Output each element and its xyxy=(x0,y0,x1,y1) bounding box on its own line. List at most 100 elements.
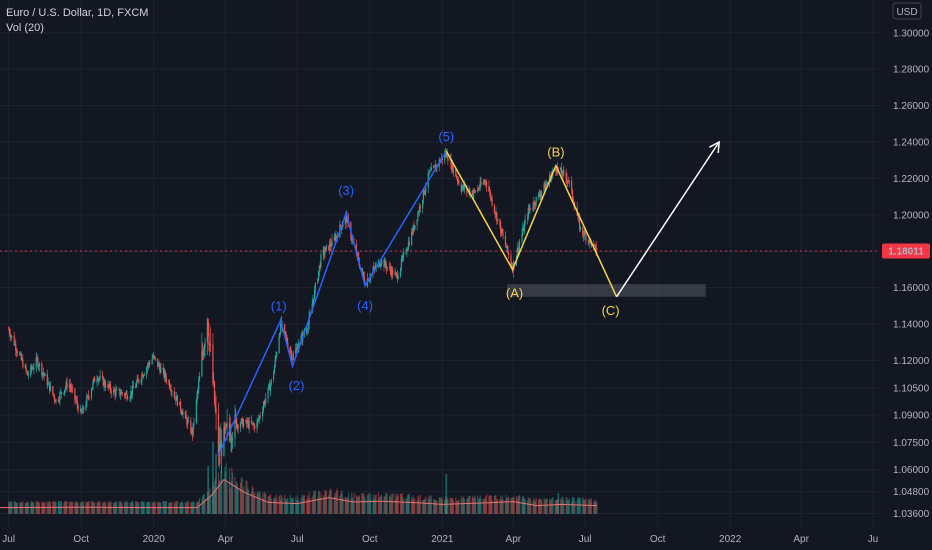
candle-body xyxy=(384,260,386,267)
volume-bar xyxy=(555,500,557,514)
volume-bar xyxy=(273,498,275,514)
volume-bar xyxy=(471,495,473,514)
volume-bar xyxy=(593,501,595,514)
symbol-title[interactable]: Euro / U.S. Dollar, 1D, FXCM xyxy=(6,7,149,19)
candle-body xyxy=(42,372,44,375)
volume-bar xyxy=(507,497,509,514)
candle-body xyxy=(389,266,391,271)
candle-body xyxy=(239,423,242,429)
candle-body xyxy=(41,372,44,375)
candle-body xyxy=(538,193,540,196)
price-tick-label: 1.26000 xyxy=(893,101,930,112)
candle-body xyxy=(187,420,189,425)
volume-bar xyxy=(441,498,443,514)
volume-bar xyxy=(535,498,537,514)
candle-body xyxy=(587,240,589,241)
candle-body xyxy=(55,399,57,403)
volume-bar xyxy=(472,497,474,514)
candle-body xyxy=(48,382,50,384)
candle-body xyxy=(506,245,508,249)
candle-body xyxy=(153,355,155,357)
volume-bar xyxy=(584,500,586,514)
candle-body xyxy=(534,201,536,205)
candle-body xyxy=(212,344,214,384)
price-axis[interactable]: 1.30000 1.28000 1.26000 1.24000 1.22000 1.200… xyxy=(880,0,932,550)
candle-body xyxy=(68,384,70,388)
candle-body xyxy=(201,350,203,376)
candle-body xyxy=(14,344,16,346)
volume-bar xyxy=(554,499,556,514)
candle-body xyxy=(322,249,324,255)
volume-bar xyxy=(485,496,487,514)
candle-body xyxy=(325,247,327,252)
volume-bar xyxy=(281,497,283,514)
candle-body xyxy=(505,245,507,249)
candle-body xyxy=(19,353,21,355)
volume-bar xyxy=(568,498,570,514)
volume-bar xyxy=(314,490,317,514)
candle-body xyxy=(472,193,474,196)
volume-bar xyxy=(229,488,231,514)
volume-bar xyxy=(220,471,222,514)
candle-body xyxy=(474,190,477,193)
volume-bar xyxy=(478,499,480,514)
candle-body xyxy=(258,418,260,420)
volume-bar xyxy=(479,495,481,514)
candle-body xyxy=(248,420,250,428)
volume-bar xyxy=(419,494,421,514)
volume-bar xyxy=(102,502,104,514)
candle-body xyxy=(33,367,35,369)
candle-body xyxy=(203,346,205,356)
candle-body xyxy=(170,389,172,392)
volume-bar xyxy=(148,502,150,514)
candle-body xyxy=(474,190,476,192)
volume-bar xyxy=(467,496,469,514)
volume-bar xyxy=(408,493,410,514)
volume-bar xyxy=(336,488,338,514)
volume-bar xyxy=(462,497,464,514)
candle-body xyxy=(153,355,156,358)
candle-body xyxy=(157,358,159,367)
candle-body xyxy=(274,358,276,367)
time-axis[interactable]: Jul Oct 2020 Apr Jul Oct 2021 Apr Jul Oct 2022 Apr J… xyxy=(2,534,878,545)
candle-body xyxy=(135,386,137,389)
volume-bar xyxy=(388,495,391,514)
time-tick-label: Jul xyxy=(579,534,592,545)
candle-body xyxy=(15,350,18,352)
candle-body xyxy=(458,180,460,185)
volume-bar xyxy=(254,491,256,514)
candle-body xyxy=(127,398,129,400)
volume-bar xyxy=(323,496,325,514)
candle-body xyxy=(241,418,243,420)
volume-bar xyxy=(523,498,525,514)
volume-bar xyxy=(203,494,205,514)
volume-bar xyxy=(318,490,320,514)
volume-bar xyxy=(262,498,264,514)
candle-body xyxy=(433,165,436,166)
volume-bar xyxy=(257,491,259,514)
volume-bar xyxy=(251,485,253,514)
volume-bar xyxy=(370,493,372,514)
candle-body xyxy=(80,408,82,414)
candle-body xyxy=(213,381,215,384)
volume-bar xyxy=(539,498,541,514)
volume-bar xyxy=(484,498,486,514)
candle-body xyxy=(88,396,90,398)
candle-body xyxy=(493,204,496,213)
volume-bar xyxy=(213,481,216,514)
candle-body xyxy=(108,384,110,387)
candle-body xyxy=(291,358,294,360)
volume-bar xyxy=(198,500,200,514)
volume-bar xyxy=(588,499,590,514)
candle-body xyxy=(217,414,220,456)
volume-bar xyxy=(534,499,536,514)
volume-bar xyxy=(527,497,529,514)
volume-bar xyxy=(489,495,492,514)
volume-bar xyxy=(501,495,503,514)
volume-bar xyxy=(596,501,598,514)
volume-bar xyxy=(455,497,457,514)
volume-indicator-label[interactable]: Vol (20) xyxy=(6,22,44,34)
candle-body xyxy=(510,255,512,265)
